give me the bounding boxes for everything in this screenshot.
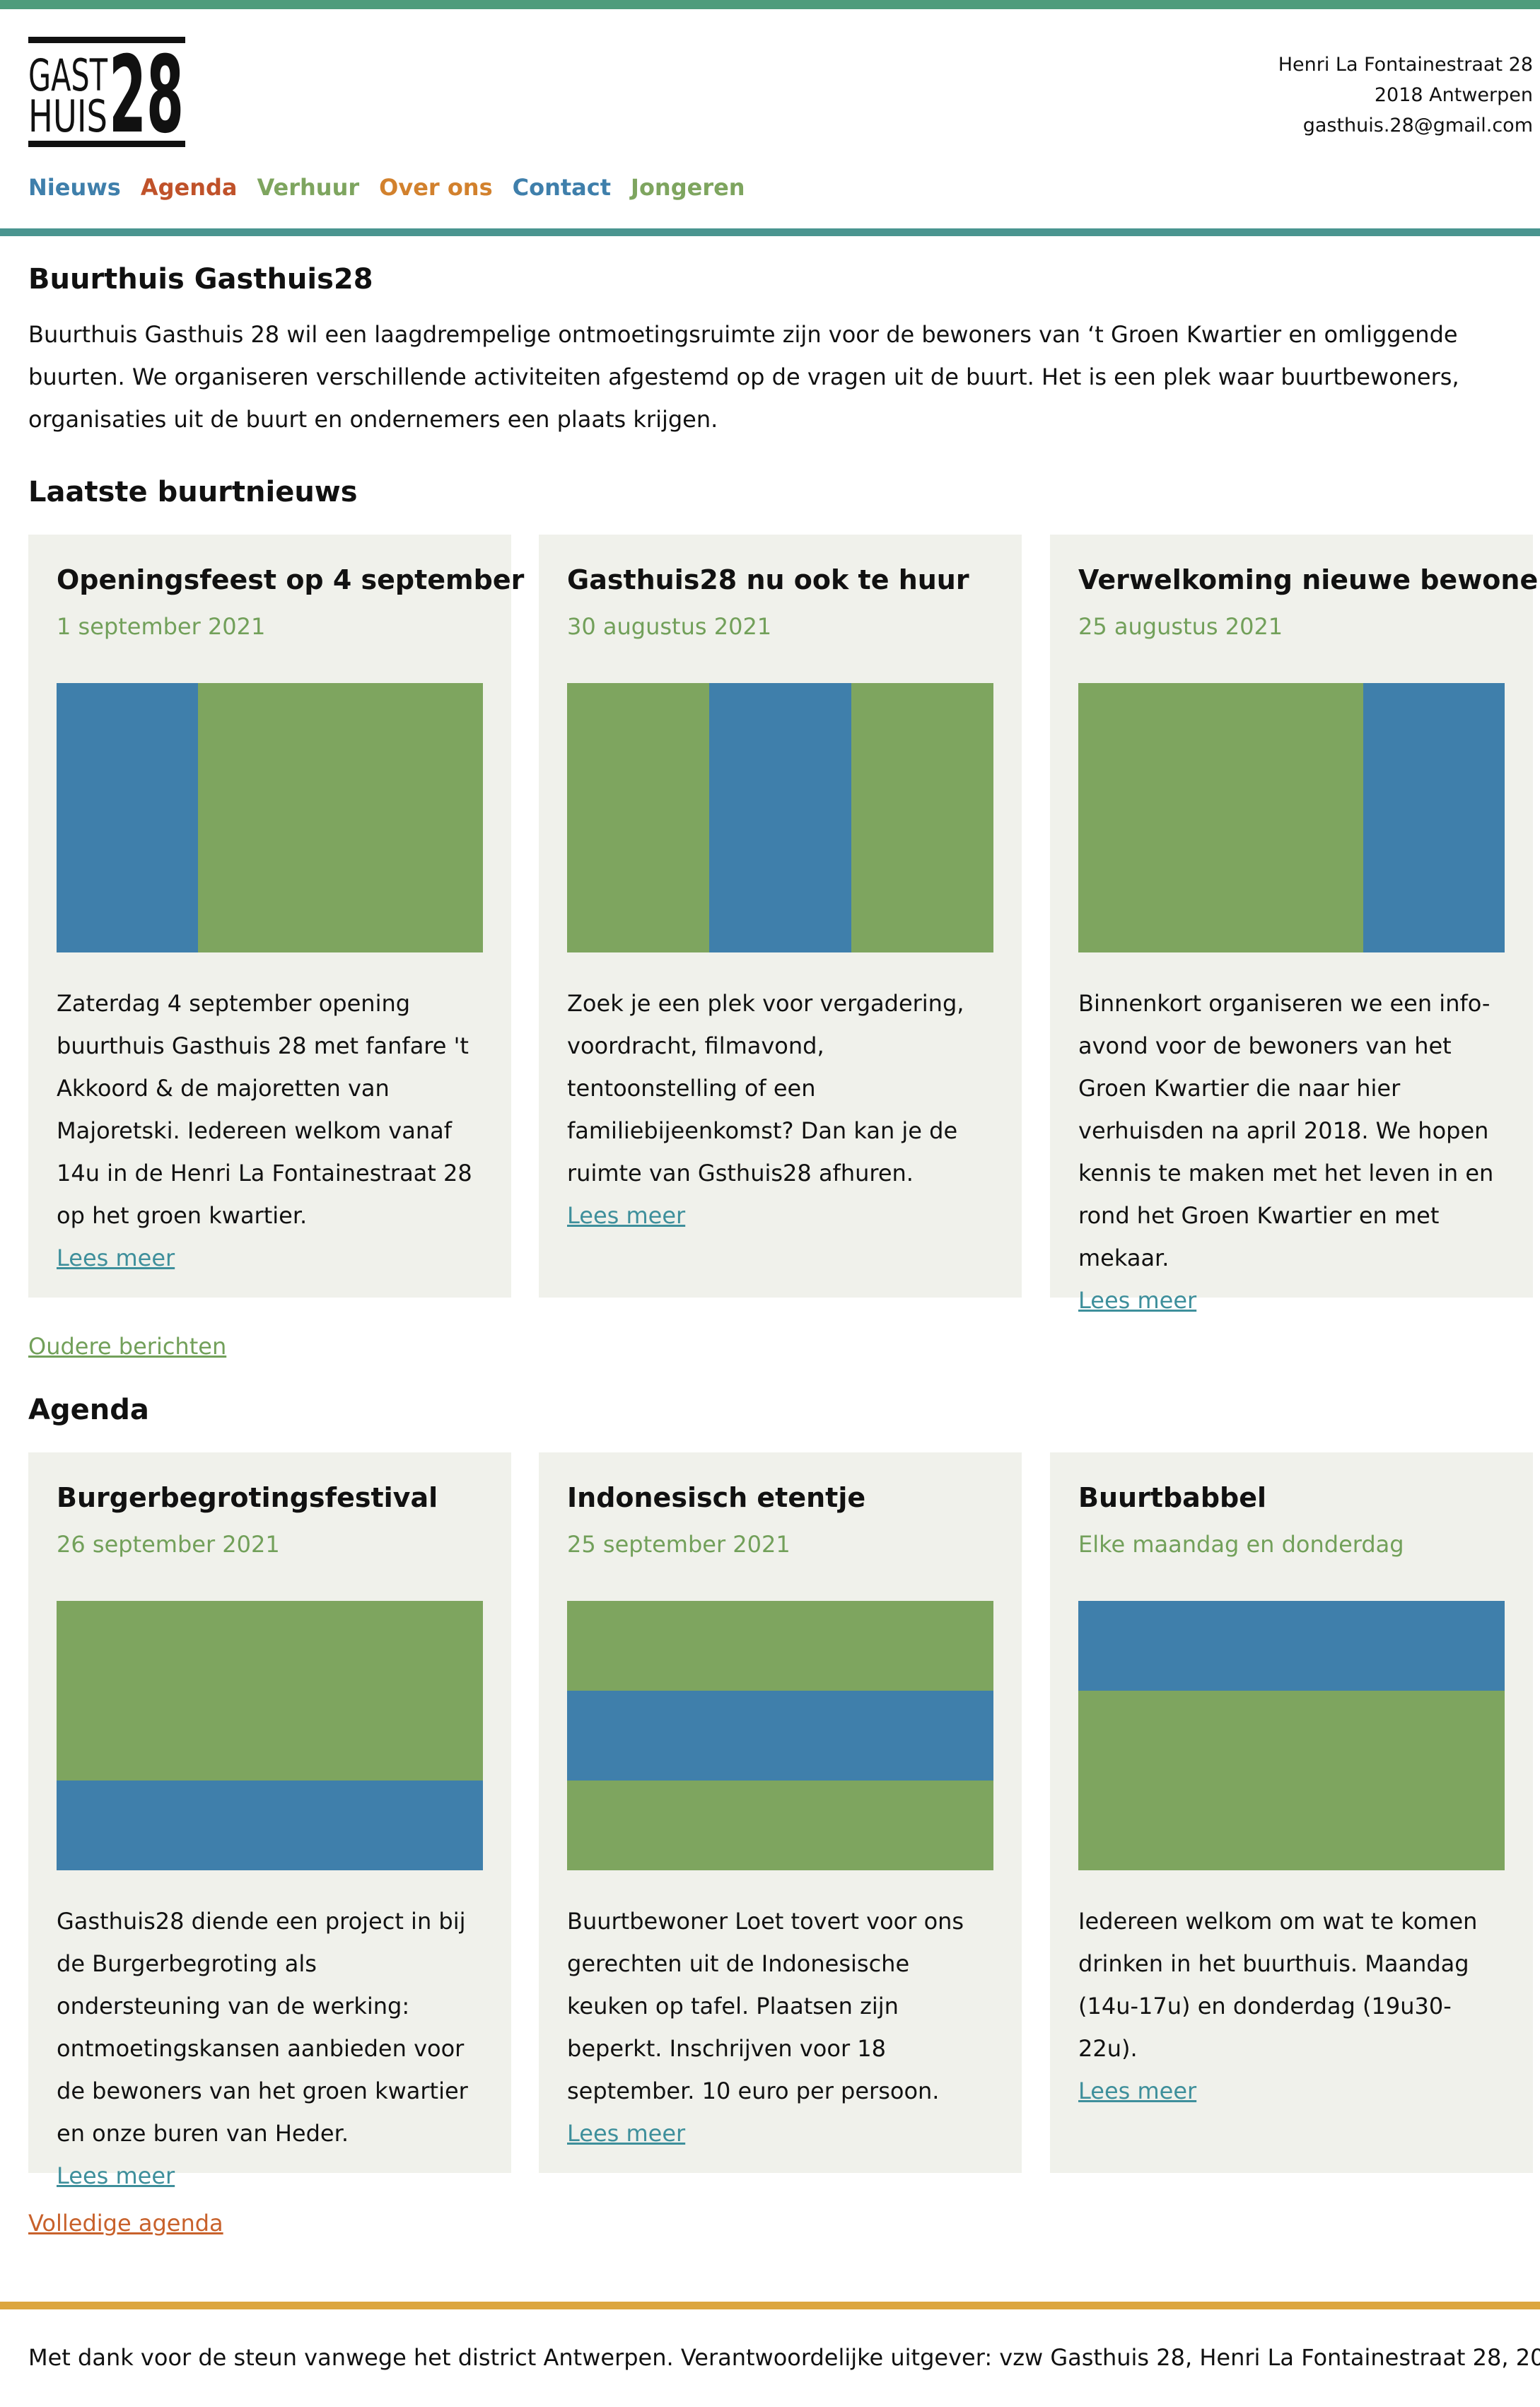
- card-text: Iedereen welkom om wat te komen drinken …: [1078, 1908, 1478, 2062]
- read-more-link[interactable]: Lees meer: [1078, 1287, 1197, 1314]
- card-text: Binnenkort organiseren we een info-avond…: [1078, 990, 1494, 1271]
- nav-item-agenda[interactable]: Agenda: [140, 174, 238, 201]
- logo-bottom-word: HUIS: [28, 91, 107, 142]
- card-title: Burgerbegrotingsfestival: [57, 1482, 438, 1513]
- contact-email[interactable]: gasthuis.28@gmail.com: [1302, 115, 1533, 136]
- contact-info: Henri La Fontainestraat 28 2018 Antwerpe…: [1278, 49, 1533, 141]
- intro-section: Buurthuis Gasthuis28 Buurthuis Gasthuis …: [28, 258, 1533, 441]
- header-divider: [0, 228, 1540, 236]
- logo-top-word: GAST: [28, 49, 108, 101]
- read-more-link[interactable]: Lees meer: [1078, 2077, 1197, 2104]
- read-more-link[interactable]: Lees meer: [567, 1202, 686, 1229]
- logo-number: 28: [109, 37, 184, 147]
- news-card: Verwelkoming nieuwe bewoners 25 augustus…: [1050, 535, 1540, 1314]
- agenda-card: Indonesisch etentje 25 september 2021 Bu…: [539, 1452, 1022, 2173]
- read-more-link[interactable]: Lees meer: [567, 2120, 686, 2147]
- card-image: [567, 683, 993, 952]
- card-text: Zoek je een plek voor vergadering, voord…: [567, 990, 964, 1187]
- card-text: Buurtbewoner Loet tovert voor ons gerech…: [567, 1908, 964, 2104]
- top-accent-bar: [0, 0, 1540, 9]
- card-image: [57, 683, 483, 952]
- card-date: 26 september 2021: [57, 1531, 280, 1558]
- full-agenda-link[interactable]: Volledige agenda: [28, 2210, 223, 2237]
- agenda-list: Burgerbegrotingsfestival 26 september 20…: [28, 1452, 1533, 2189]
- news-heading: Laatste buurtnieuws: [28, 476, 358, 508]
- main-navigation: Nieuws Agenda Verhuur Over ons Contact J…: [28, 174, 745, 201]
- card-image: [57, 1601, 483, 1870]
- news-card: Gasthuis28 nu ook te huur 30 augustus 20…: [539, 535, 1022, 1298]
- card-image: [1078, 683, 1505, 952]
- gasthuis28-logo: GAST HUIS 28: [28, 37, 185, 147]
- agenda-card: Buurtbabbel Elke maandag en donderdag Ie…: [1050, 1452, 1533, 2173]
- intro-text: Buurthuis Gasthuis 28 wil een laagdrempe…: [28, 321, 1459, 433]
- news-list: Openingsfeest op 4 september 1 september…: [28, 535, 1540, 1314]
- card-date: 30 augustus 2021: [567, 613, 772, 640]
- card-date: Elke maandag en donderdag: [1078, 1531, 1404, 1558]
- footer-divider: [0, 2302, 1540, 2309]
- card-date: 25 augustus 2021: [1078, 613, 1283, 640]
- contact-street: Henri La Fontainestraat 28: [1278, 54, 1533, 76]
- read-more-link[interactable]: Lees meer: [57, 1245, 175, 1271]
- page-title: Buurthuis Gasthuis28: [28, 263, 373, 296]
- card-title: Gasthuis28 nu ook te huur: [567, 564, 969, 595]
- nav-item-jongeren[interactable]: Jongeren: [631, 174, 745, 201]
- agenda-card: Burgerbegrotingsfestival 26 september 20…: [28, 1452, 511, 2189]
- card-text: Gasthuis28 diende een project in bij de …: [57, 1908, 468, 2147]
- older-posts-link[interactable]: Oudere berichten: [28, 1333, 227, 1360]
- card-image: [567, 1601, 993, 1870]
- card-title: Openingsfeest op 4 september: [57, 564, 525, 595]
- card-text: Zaterdag 4 september opening buurthuis G…: [57, 990, 472, 1229]
- card-date: 1 september 2021: [57, 613, 266, 640]
- nav-item-over-ons[interactable]: Over ons: [379, 174, 493, 201]
- card-date: 25 september 2021: [567, 1531, 791, 1558]
- contact-city: 2018 Antwerpen: [1374, 84, 1533, 106]
- read-more-link[interactable]: Lees meer: [57, 2162, 175, 2189]
- nav-item-nieuws[interactable]: Nieuws: [28, 174, 121, 201]
- nav-item-verhuur[interactable]: Verhuur: [257, 174, 360, 201]
- news-card: Openingsfeest op 4 september 1 september…: [28, 535, 525, 1298]
- card-title: Verwelkoming nieuwe bewoners: [1078, 564, 1540, 595]
- card-title: Indonesisch etentje: [567, 1482, 866, 1513]
- nav-item-contact[interactable]: Contact: [512, 174, 612, 201]
- agenda-heading: Agenda: [28, 1394, 149, 1426]
- card-image: [1078, 1601, 1505, 1870]
- footer-text: Met dank voor de steun vanwege het distr…: [28, 2344, 1540, 2371]
- card-title: Buurtbabbel: [1078, 1482, 1267, 1513]
